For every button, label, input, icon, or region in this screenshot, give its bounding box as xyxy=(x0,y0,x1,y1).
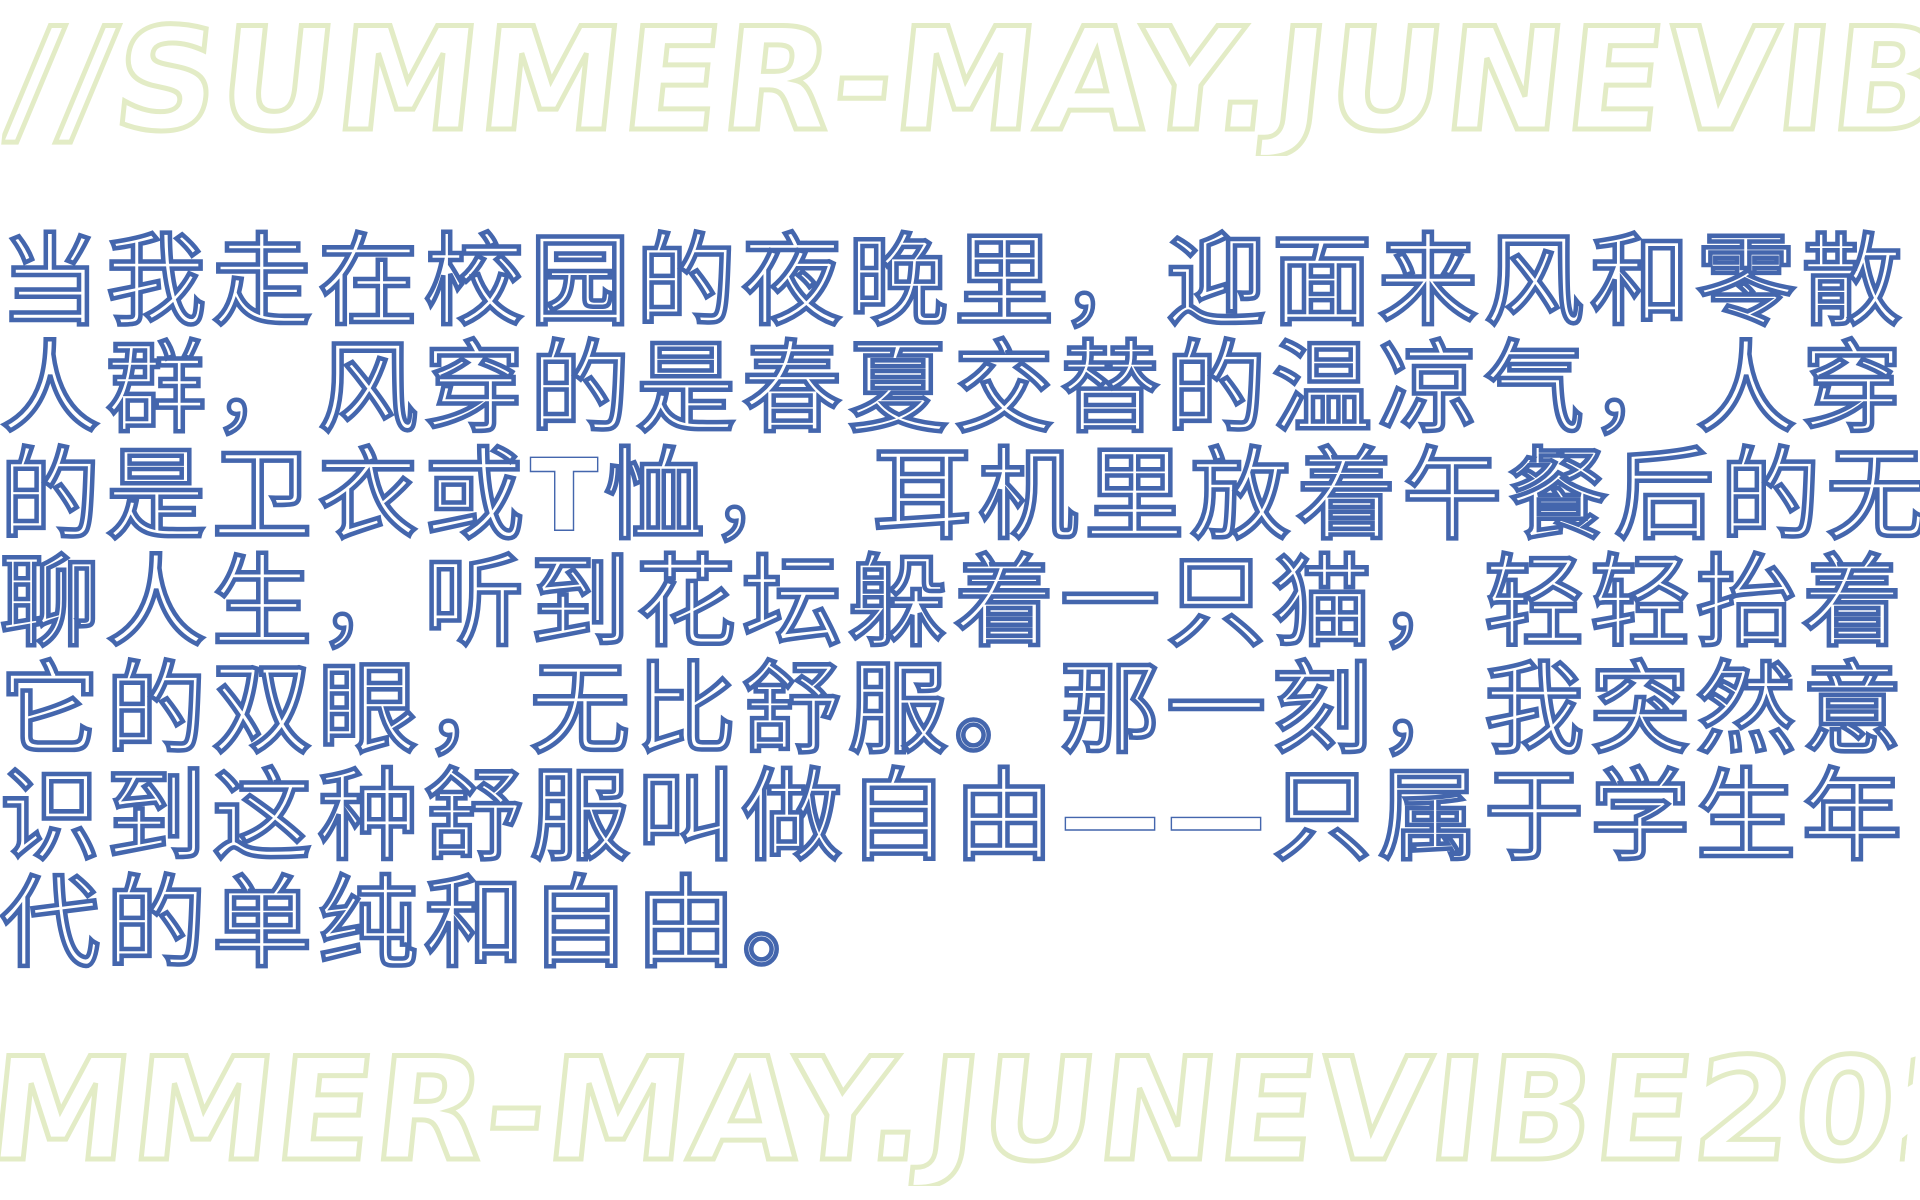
poem-line-5: 它的双眼，无比舒服。那一刻，我突然意 xyxy=(0,656,1920,763)
poem-block: 当我走在校园的夜晚里，迎面来风和零散 人群，风穿的是春夏交替的温凉气，人穿 的是… xyxy=(0,228,1920,998)
poem-line-6: 识到这种舒服叫做自由——只属于学生年 xyxy=(0,763,1920,870)
bottom-banner-text: MMER-MAY.JUNEVIBE2022 xyxy=(0,1036,1918,1186)
poem-line-1: 当我走在校园的夜晚里，迎面来风和零散 xyxy=(0,228,1920,335)
poem-line-2: 人群，风穿的是春夏交替的温凉气，人穿 xyxy=(0,335,1920,442)
poem-line-4: 聊人生，听到花坛躲着一只猫，轻轻抬着 xyxy=(0,549,1920,656)
poem-line-3: 的是卫衣或T恤， 耳机里放着午餐后的无 xyxy=(0,442,1920,549)
top-banner-text: //SUMMER-MAY.JUNEVIBE2022 xyxy=(0,6,1920,156)
poem-line-7: 代的单纯和自由。 xyxy=(0,870,1920,977)
